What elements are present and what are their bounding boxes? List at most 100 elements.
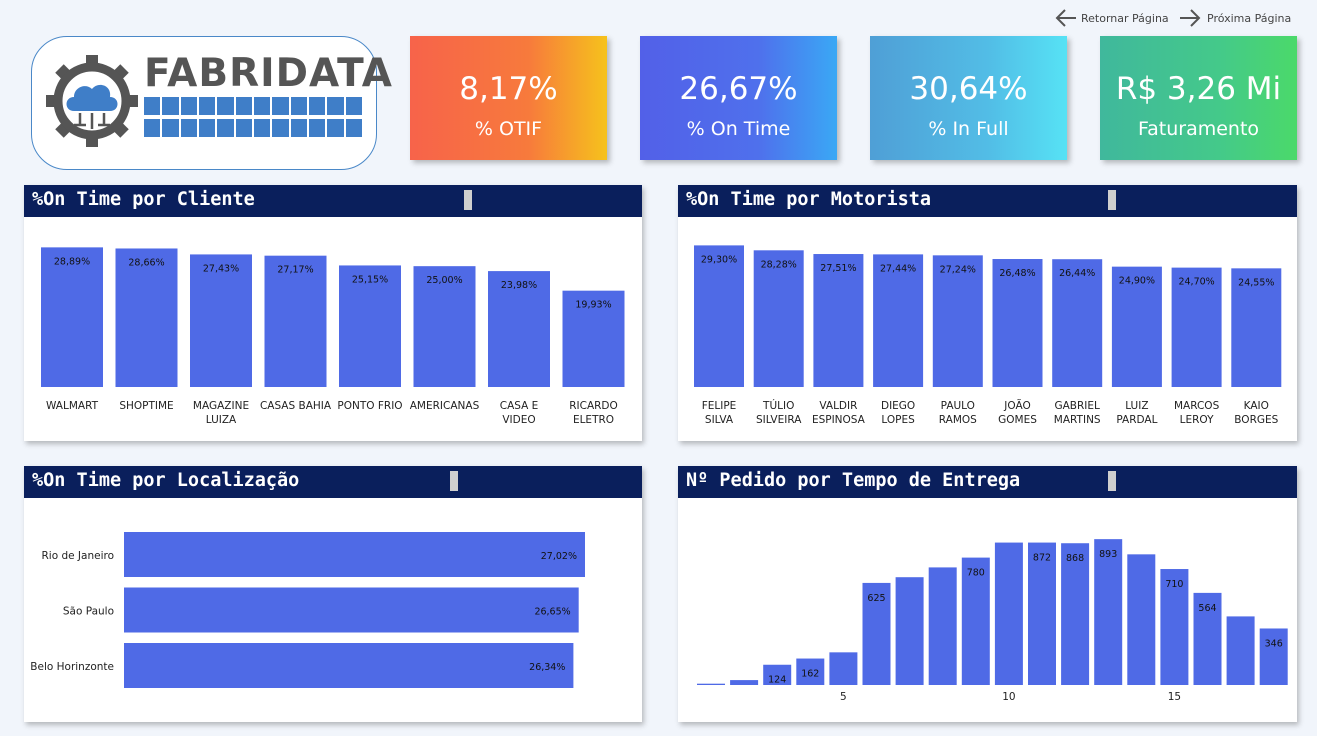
- kpi-faturamento-label: Faturamento: [1137, 118, 1260, 140]
- bar: [413, 266, 476, 387]
- bar: [1259, 628, 1288, 685]
- panel-ontime-motorista: %On Time por Motorista 29,30% FELIPE SILVA…: [678, 185, 1297, 441]
- category-label: MAGAZINE: [193, 400, 249, 412]
- panel-marker: [1108, 190, 1116, 210]
- data-label: 346: [1265, 638, 1283, 649]
- kpi-ontime-value: 26,67%: [679, 71, 798, 107]
- bar: [115, 248, 178, 387]
- data-label: 25,00%: [426, 275, 462, 286]
- data-label: 893: [1099, 549, 1117, 560]
- panel-title: Nº Pedido por Tempo de Entrega: [686, 470, 1021, 491]
- kpi-otif-value: 8,17%: [459, 71, 558, 107]
- category-label: MARTINS: [1054, 414, 1101, 426]
- data-label: 26,34%: [529, 662, 565, 673]
- category-label: CASA E: [500, 400, 539, 412]
- data-label: 25,15%: [352, 274, 388, 285]
- category-label: LUIZ: [1125, 400, 1148, 412]
- data-label: 868: [1066, 553, 1084, 564]
- bar: [1028, 542, 1056, 685]
- category-label: VALDIR: [819, 400, 857, 412]
- bar: [873, 254, 924, 387]
- kpi-faturamento-card: R$ 3,26 Mi Faturamento: [1100, 36, 1297, 160]
- bar: [190, 254, 252, 387]
- category-label: KAIO: [1244, 400, 1269, 412]
- bar: [895, 577, 924, 685]
- bar: [41, 247, 103, 387]
- bar: [1226, 616, 1255, 685]
- category-label: ELETRO: [573, 414, 614, 426]
- bar: [488, 271, 550, 387]
- panel-marker: [464, 190, 472, 210]
- kpi-ontime-card: 26,67% % On Time: [640, 36, 837, 160]
- bar: [124, 643, 574, 688]
- x-tick-label: 10: [1002, 691, 1015, 703]
- panel-header: %On Time por Motorista: [678, 185, 1297, 217]
- back-page-button[interactable]: Retornar Página: [1054, 6, 1169, 30]
- bar: [813, 254, 864, 387]
- bar: [694, 245, 744, 387]
- kpi-infull-label: % In Full: [928, 118, 1009, 140]
- kpi-faturamento-value: R$ 3,26 Mi: [1115, 71, 1282, 107]
- bar: [124, 532, 585, 577]
- chart-ontime-motorista: 29,30% FELIPE SILVA 28,28% TÚLIO SILVEIRA 27,5…: [694, 245, 1282, 426]
- category-label: GABRIEL: [1054, 400, 1100, 412]
- data-label: 24,70%: [1178, 277, 1214, 288]
- bar: [994, 542, 1023, 685]
- kpi-otif-label: % OTIF: [474, 118, 543, 140]
- bar: [796, 658, 825, 685]
- data-label: 625: [867, 593, 885, 604]
- bar: [1061, 543, 1090, 685]
- panel-ontime-cliente: %On Time por Cliente 28,89% WALMART 28,66%…: [24, 185, 642, 441]
- bar: [124, 587, 579, 633]
- bar: [1160, 569, 1189, 685]
- category-label: LOPES: [881, 414, 915, 426]
- panel-header: Nº Pedido por Tempo de Entrega: [678, 466, 1297, 498]
- next-page-button[interactable]: Próxima Página: [1178, 6, 1291, 30]
- panel-header: %On Time por Localização: [24, 466, 642, 498]
- bar: [1094, 539, 1123, 685]
- category-label: ESPINOSA: [812, 414, 866, 426]
- bar: [1052, 259, 1103, 387]
- panel-header: %On Time por Cliente: [24, 185, 642, 217]
- category-label: SILVA: [705, 414, 734, 426]
- bar: [992, 259, 1043, 387]
- category-label: Rio de Janeiro: [41, 550, 114, 562]
- panel-pedido-tempo: Nº Pedido por Tempo de Entrega 124 162 625…: [678, 466, 1297, 722]
- data-label: 27,24%: [940, 264, 976, 275]
- category-label: SHOPTIME: [119, 400, 173, 412]
- bar: [763, 664, 792, 685]
- bar: [753, 250, 804, 387]
- bar: [961, 557, 990, 685]
- category-label: PAULO: [941, 400, 975, 412]
- bar: [264, 255, 327, 387]
- chart-pedido-tempo: 1241626257808728688937105643465101520: [697, 539, 1288, 703]
- category-label: BORGES: [1234, 414, 1278, 426]
- data-label: 27,51%: [820, 263, 856, 274]
- category-label: PONTO FRIO: [337, 400, 402, 412]
- bar: [562, 290, 625, 387]
- data-label: 564: [1198, 603, 1216, 614]
- category-label: VIDEO: [502, 414, 535, 426]
- panel-marker: [450, 471, 458, 491]
- category-label: São Paulo: [63, 606, 114, 618]
- chart-ontime-localizacao: 27,02% Rio de Janeiro 26,65% São Paulo 26,34…: [30, 532, 585, 688]
- bar: [1111, 266, 1162, 387]
- bar: [697, 683, 725, 685]
- data-label: 27,44%: [880, 263, 916, 274]
- data-label: 24,55%: [1238, 277, 1274, 288]
- data-label: 19,93%: [575, 300, 611, 311]
- bar: [1193, 592, 1222, 685]
- panel-marker: [1108, 471, 1116, 491]
- next-page-label: Próxima Página: [1207, 11, 1292, 25]
- category-label: DIEGO: [881, 400, 915, 412]
- data-label: 872: [1033, 553, 1051, 564]
- bar: [339, 265, 401, 387]
- panel-ontime-localizacao: %On Time por Localização 27,02% Rio de Ja…: [24, 466, 642, 722]
- panel-title: %On Time por Motorista: [686, 189, 932, 210]
- logo-grid: [144, 97, 362, 137]
- category-label: RICARDO: [569, 400, 618, 412]
- data-label: 780: [967, 568, 985, 579]
- category-label: TÚLIO: [762, 399, 794, 412]
- bar: [928, 567, 957, 685]
- data-label: 27,02%: [541, 551, 577, 562]
